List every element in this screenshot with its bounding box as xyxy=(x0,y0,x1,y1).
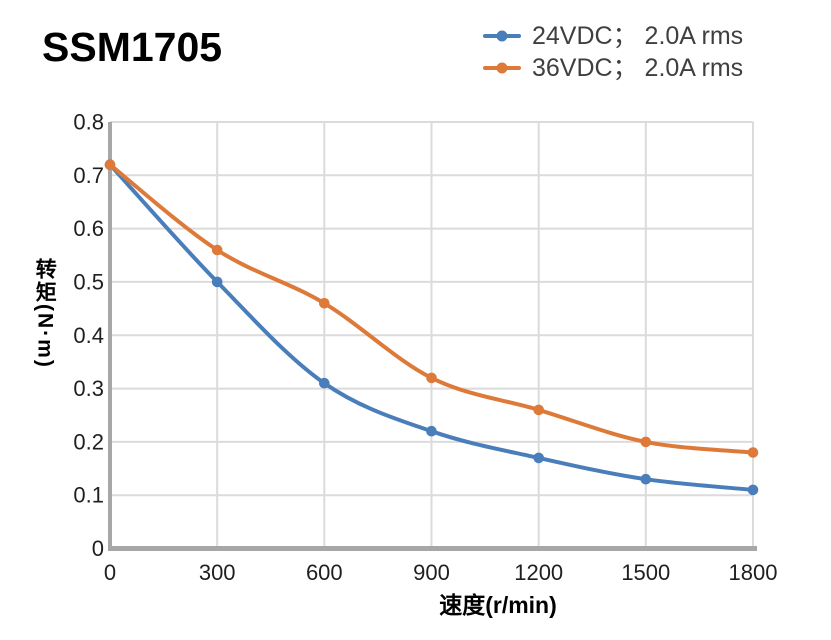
x-tick-label: 1800 xyxy=(729,560,778,585)
data-point-24vdc xyxy=(426,425,437,437)
chart-legend: 24VDC； 2.0A rms 36VDC； 2.0A rms xyxy=(483,20,743,84)
legend-line-marker-24vdc xyxy=(483,30,521,42)
legend-item-24vdc: 24VDC； 2.0A rms xyxy=(483,20,743,52)
data-point-36vdc xyxy=(640,436,652,448)
data-point-24vdc xyxy=(319,377,330,389)
y-tick-label: 0.4 xyxy=(73,323,104,348)
data-point-36vdc xyxy=(319,298,330,309)
y-axis-label: 转矩(N·m) xyxy=(33,258,57,369)
x-tick-label: 0 xyxy=(104,560,116,585)
data-point-36vdc xyxy=(426,372,437,384)
y-tick-label: 0.3 xyxy=(73,376,104,401)
legend-dot-marker-24vdc xyxy=(496,30,508,42)
x-tick-label: 900 xyxy=(413,560,450,585)
data-point-24vdc xyxy=(640,473,652,485)
y-tick-label: 0.5 xyxy=(73,269,104,294)
y-tick-label: 0.7 xyxy=(73,163,104,188)
legend-label-24vdc: 24VDC； 2.0A rms xyxy=(532,21,744,50)
x-axis-label: 速度(r/min) xyxy=(439,592,557,618)
data-point-24vdc xyxy=(747,484,759,496)
data-point-36vdc xyxy=(211,244,223,256)
data-point-24vdc xyxy=(533,452,544,464)
data-point-36vdc xyxy=(747,447,759,458)
x-tick-label: 600 xyxy=(306,560,343,585)
y-tick-label: 0.8 xyxy=(73,110,104,135)
legend-dot-marker-36vdc xyxy=(496,62,508,74)
y-tick-label: 0.6 xyxy=(73,216,104,241)
y-tick-label: 0.1 xyxy=(73,483,104,508)
x-tick-label: 1500 xyxy=(621,560,670,585)
x-tick-label: 1200 xyxy=(514,560,563,585)
data-point-36vdc xyxy=(104,159,116,170)
y-tick-label: 0 xyxy=(92,536,104,561)
legend-label-36vdc: 36VDC； 2.0A rms xyxy=(532,53,744,82)
data-point-24vdc xyxy=(211,276,223,288)
x-tick-label: 300 xyxy=(199,560,236,585)
chart-title: SSM1705 xyxy=(42,24,223,70)
legend-line-marker-36vdc xyxy=(483,62,521,74)
y-tick-label: 0.2 xyxy=(73,429,104,454)
legend-item-36vdc: 36VDC； 2.0A rms xyxy=(483,52,743,84)
data-point-36vdc xyxy=(533,404,544,416)
